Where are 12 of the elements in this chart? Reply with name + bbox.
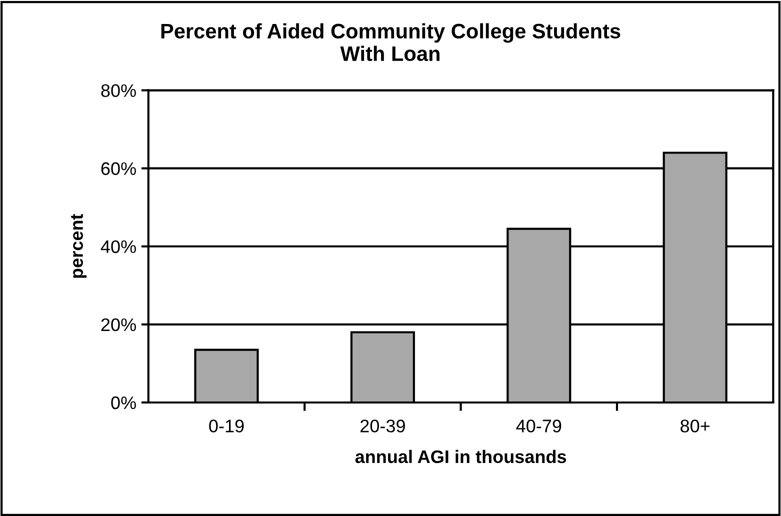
y-tick-label: 60%: [101, 162, 136, 176]
x-axis-title: annual AGI in thousands: [355, 450, 566, 464]
y-tick-label: 80%: [101, 84, 136, 98]
x-tick-label: 40-79: [516, 420, 562, 432]
y-axis-title: percent: [71, 214, 87, 278]
x-tick-label: 20-39: [360, 420, 405, 432]
x-tick-label: 80+: [680, 420, 710, 432]
chart-title: Percent of Aided Community College Students With Loan: [161, 23, 620, 62]
y-tick-label: 0%: [111, 396, 136, 410]
x-tick-label: 0-19: [209, 420, 244, 432]
y-tick-label: 20%: [101, 318, 136, 332]
y-tick-label: 40%: [100, 240, 136, 254]
